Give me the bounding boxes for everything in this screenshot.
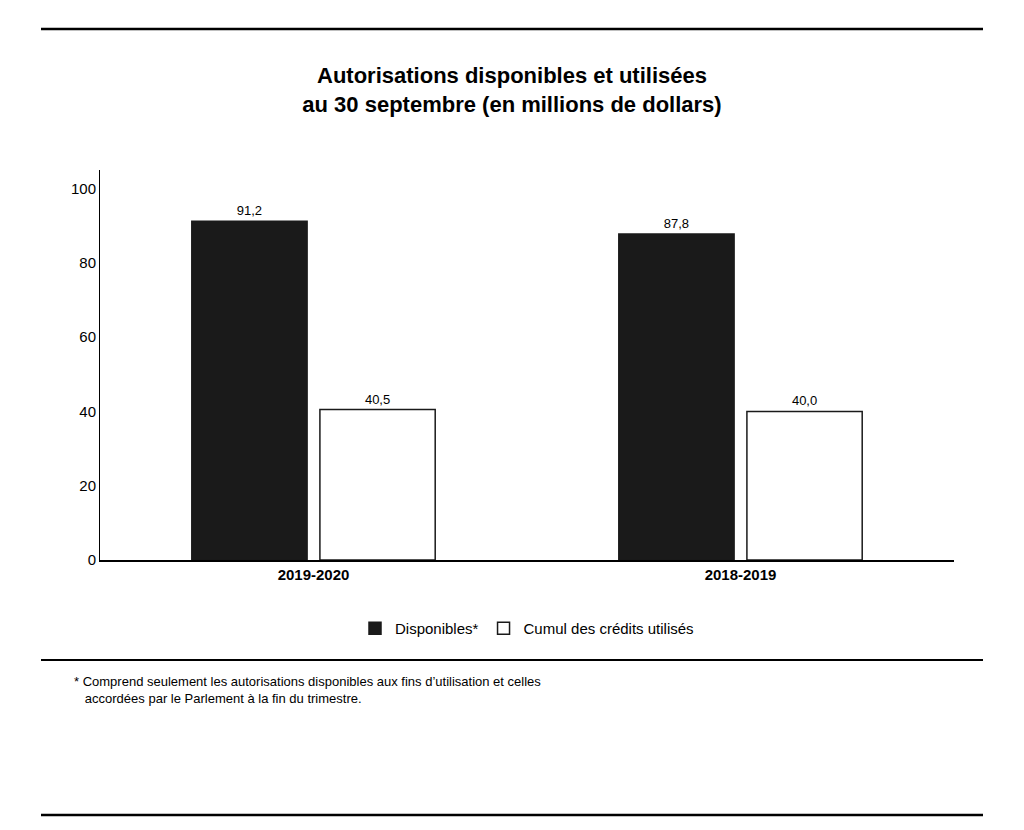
svg-text:80: 80 bbox=[79, 254, 96, 271]
svg-text:40,0: 40,0 bbox=[792, 393, 817, 408]
svg-text:2018-2019: 2018-2019 bbox=[705, 566, 777, 583]
svg-text:100: 100 bbox=[71, 180, 96, 197]
svg-text:91,2: 91,2 bbox=[237, 203, 262, 218]
svg-text:0: 0 bbox=[88, 551, 96, 568]
svg-text:40: 40 bbox=[79, 403, 96, 420]
svg-text:40,5: 40,5 bbox=[365, 392, 390, 407]
svg-text:Disponibles*: Disponibles* bbox=[395, 620, 479, 637]
svg-text:87,8: 87,8 bbox=[664, 216, 689, 231]
svg-text:60: 60 bbox=[79, 328, 96, 345]
svg-text:Cumul des crédits utilisés: Cumul des crédits utilisés bbox=[524, 620, 694, 637]
svg-text:Autorisations disponibles et u: Autorisations disponibles et utiliséesau… bbox=[302, 63, 721, 117]
svg-text:* Comprend seulement les autor: * Comprend seulement les autorisations d… bbox=[74, 674, 541, 706]
svg-text:20: 20 bbox=[79, 477, 96, 494]
svg-text:2019-2020: 2019-2020 bbox=[278, 566, 350, 583]
